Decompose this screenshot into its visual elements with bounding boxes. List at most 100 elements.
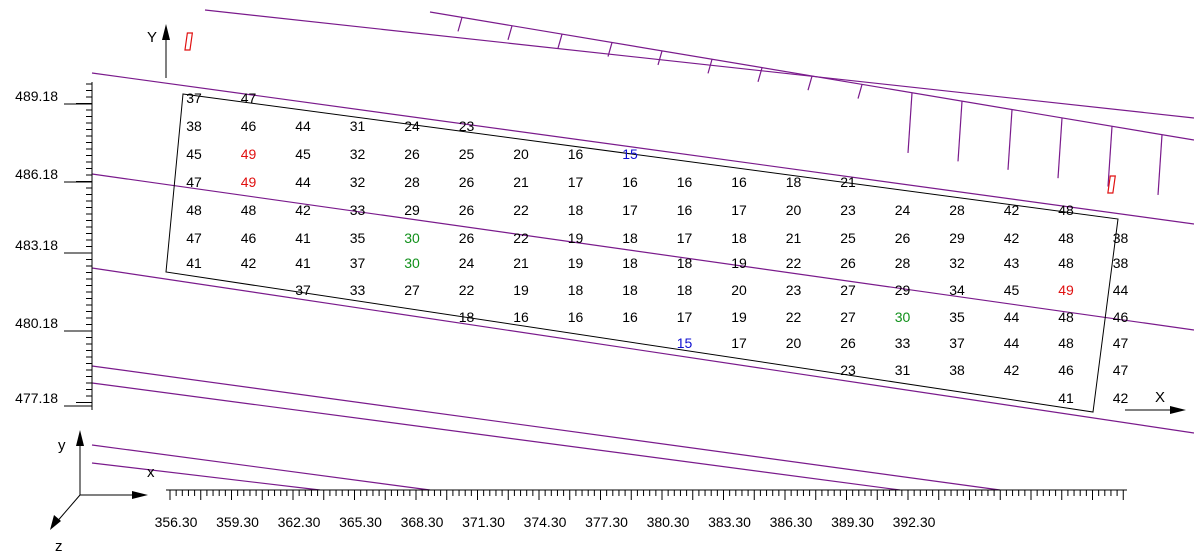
grid-value: 32 bbox=[350, 174, 366, 190]
grid-value: 20 bbox=[786, 335, 802, 351]
grid-value: 38 bbox=[186, 118, 202, 134]
reference-marker bbox=[184, 32, 194, 51]
grid-value: 26 bbox=[404, 146, 420, 162]
grid-value: 21 bbox=[786, 230, 802, 246]
pile-tick-marks bbox=[457, 17, 1163, 196]
pile-tick bbox=[807, 76, 813, 91]
grid-value: 48 bbox=[1058, 202, 1074, 218]
pile-tick bbox=[907, 92, 913, 154]
grid-value: 41 bbox=[295, 230, 311, 246]
grid-value: 30 bbox=[895, 309, 911, 325]
grid-value: 37 bbox=[350, 255, 366, 271]
grid-value: 18 bbox=[568, 282, 584, 298]
grid-value: 18 bbox=[677, 282, 693, 298]
pile-tick bbox=[957, 101, 963, 162]
grid-value: 47 bbox=[241, 90, 257, 106]
grid-value: 19 bbox=[731, 255, 747, 271]
grid-value: 32 bbox=[949, 255, 965, 271]
grid-value: 33 bbox=[350, 282, 366, 298]
grid-value: 48 bbox=[241, 202, 257, 218]
grid-value: 27 bbox=[404, 282, 420, 298]
grid-value: 48 bbox=[1058, 335, 1074, 351]
grid-value: 29 bbox=[404, 202, 420, 218]
grid-value: 46 bbox=[1113, 309, 1129, 325]
reference-marker bbox=[1107, 175, 1116, 194]
grid-value: 24 bbox=[459, 255, 475, 271]
grid-value: 35 bbox=[949, 309, 965, 325]
x-tick-label: 368.30 bbox=[401, 514, 444, 530]
grid-value: 22 bbox=[786, 309, 802, 325]
grid-value: 19 bbox=[513, 282, 529, 298]
grid-value: 17 bbox=[622, 202, 638, 218]
grid-value: 23 bbox=[459, 118, 475, 134]
grid-value: 20 bbox=[513, 146, 529, 162]
grid-value: 17 bbox=[677, 230, 693, 246]
grid-value: 21 bbox=[513, 174, 529, 190]
grid-value: 47 bbox=[1113, 335, 1129, 351]
y-tick-label: 480.18 bbox=[15, 315, 58, 331]
pile-tick bbox=[507, 25, 513, 40]
grid-value: 41 bbox=[1058, 390, 1074, 406]
grid-value: 49 bbox=[241, 174, 257, 190]
grid-value: 42 bbox=[241, 255, 257, 271]
grid-value: 17 bbox=[731, 335, 747, 351]
grid-value: 45 bbox=[1004, 282, 1020, 298]
grid-value: 47 bbox=[186, 174, 202, 190]
grid-value: 20 bbox=[731, 282, 747, 298]
pile-tick bbox=[657, 50, 663, 66]
grid-value: 33 bbox=[895, 335, 911, 351]
grid-value: 41 bbox=[295, 255, 311, 271]
grid-value: 48 bbox=[1058, 230, 1074, 246]
pile-tick bbox=[707, 59, 713, 74]
y-axis-arrow: Y bbox=[147, 24, 170, 78]
pile-tick bbox=[607, 42, 613, 57]
grid-value: 32 bbox=[350, 146, 366, 162]
grid-value: 18 bbox=[622, 282, 638, 298]
x-tick-label: 383.30 bbox=[708, 514, 751, 530]
contour-line bbox=[91, 267, 1194, 434]
pile-tick bbox=[1107, 126, 1113, 187]
grid-value: 16 bbox=[622, 174, 638, 190]
grid-value: 48 bbox=[1058, 255, 1074, 271]
grid-value: 31 bbox=[895, 362, 911, 378]
x-tick-label: 371.30 bbox=[462, 514, 505, 530]
grid-value: 25 bbox=[840, 230, 856, 246]
grid-value: 44 bbox=[1004, 309, 1020, 325]
y-tick-label: 486.18 bbox=[15, 166, 58, 182]
grid-value: 49 bbox=[241, 146, 257, 162]
grid-value: 27 bbox=[840, 282, 856, 298]
grid-value: 22 bbox=[786, 255, 802, 271]
grid-value: 41 bbox=[186, 255, 202, 271]
x-tick-label: 365.30 bbox=[339, 514, 382, 530]
grid-value: 18 bbox=[622, 230, 638, 246]
y-tick-label: 489.18 bbox=[15, 88, 58, 104]
grid-value: 16 bbox=[568, 146, 584, 162]
grid-value: 26 bbox=[895, 230, 911, 246]
x-ruler: 356.30 359.30 362.30 365.30 368.30 371.30 374.… bbox=[155, 489, 1127, 530]
grid-value: 18 bbox=[731, 230, 747, 246]
grid-value: 17 bbox=[568, 174, 584, 190]
x-tick-label: 362.30 bbox=[278, 514, 321, 530]
grid-value: 22 bbox=[513, 202, 529, 218]
grid-value: 19 bbox=[568, 230, 584, 246]
contour-line bbox=[91, 72, 1194, 225]
y-axis-label: Y bbox=[147, 29, 157, 46]
grid-value: 37 bbox=[949, 335, 965, 351]
grid-value: 17 bbox=[731, 202, 747, 218]
grid-value: 26 bbox=[459, 174, 475, 190]
grid-value: 47 bbox=[186, 230, 202, 246]
y-ruler: 489.18 486.18 483.18 480.18 477.18 bbox=[15, 82, 93, 410]
grid-value: 16 bbox=[622, 309, 638, 325]
grid-value: 37 bbox=[295, 282, 311, 298]
grid-value: 15 bbox=[622, 146, 638, 162]
grid-value: 24 bbox=[404, 118, 420, 134]
grid-value: 29 bbox=[949, 230, 965, 246]
grid-value: 31 bbox=[350, 118, 366, 134]
contour-line bbox=[429, 11, 1194, 141]
grid-value: 28 bbox=[949, 202, 965, 218]
grid-value: 42 bbox=[1004, 230, 1020, 246]
grid-value: 49 bbox=[1058, 282, 1074, 298]
grid-value: 44 bbox=[1113, 282, 1129, 298]
grid-value: 38 bbox=[1113, 230, 1129, 246]
